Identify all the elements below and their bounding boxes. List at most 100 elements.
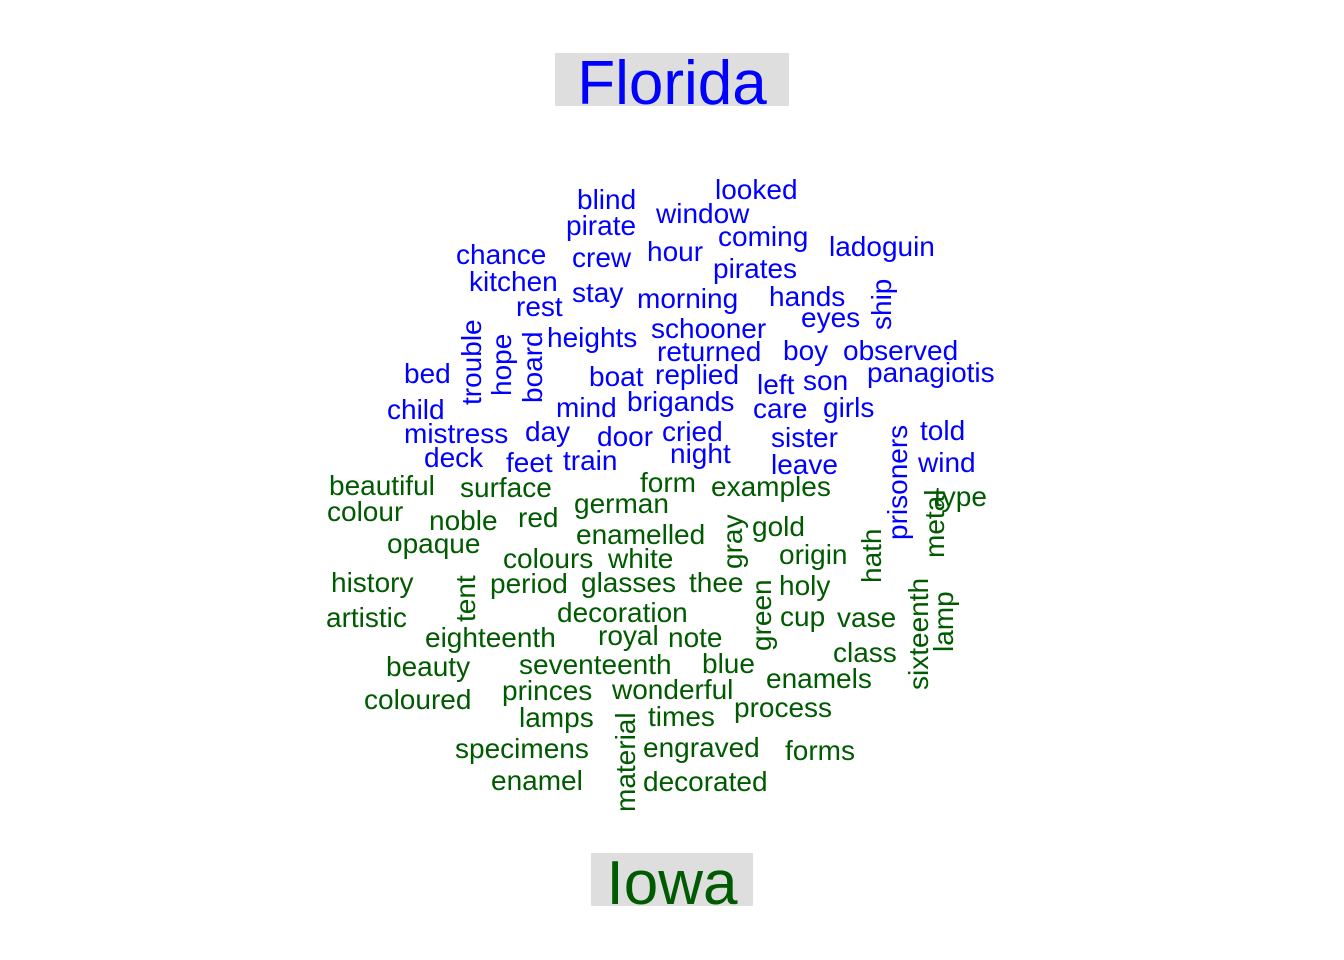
word-iowa-hath: hath <box>856 528 887 584</box>
word-iowa-colours: colours <box>503 543 594 574</box>
word-iowa-beauty: beauty <box>386 651 471 682</box>
word-iowa-holy: holy <box>779 570 831 601</box>
word-iowa-times: times <box>648 701 715 732</box>
word-iowa-period: period <box>490 568 568 599</box>
word-iowa-decorated: decorated <box>643 766 768 797</box>
word-iowa-vase: vase <box>837 602 897 633</box>
word-iowa-specimens: specimens <box>455 733 589 764</box>
word-florida-pirates: pirates <box>713 253 798 284</box>
word-iowa-tent: tent <box>450 575 481 622</box>
word-florida-returned: returned <box>657 336 762 367</box>
word-iowa-thee: thee <box>689 567 744 598</box>
word-iowa-enamels: enamels <box>766 663 872 694</box>
word-florida-blind: blind <box>577 184 637 215</box>
word-florida-heights: heights <box>547 322 638 353</box>
word-florida-ladoguin: ladoguin <box>829 231 935 262</box>
word-iowa-blue: blue <box>702 648 755 679</box>
word-florida-board: board <box>517 331 548 403</box>
word-florida-crew: crew <box>572 242 632 273</box>
word-florida-feet: feet <box>506 447 553 478</box>
word-florida-hour: hour <box>647 236 704 267</box>
word-iowa-colour: colour <box>327 496 404 527</box>
word-florida-coming: coming <box>718 221 809 252</box>
word-florida-replied: replied <box>655 359 740 390</box>
word-iowa-artistic: artistic <box>326 602 407 633</box>
word-florida-hope: hope <box>486 333 517 396</box>
word-florida-wind: wind <box>918 447 976 478</box>
word-florida-door: door <box>597 421 654 452</box>
word-iowa-glasses: glasses <box>581 567 676 598</box>
word-florida-cried: cried <box>662 416 723 447</box>
word-florida-rest: rest <box>516 291 563 322</box>
word-iowa-form: form <box>640 467 696 498</box>
word-iowa-gold: gold <box>752 511 805 542</box>
word-iowa-process: process <box>734 692 833 723</box>
word-iowa-german: german <box>574 488 669 519</box>
word-iowa-red: red <box>518 502 559 533</box>
word-iowa-enamelled: enamelled <box>576 519 706 550</box>
word-florida-stay: stay <box>572 277 624 308</box>
word-florida-eyes: eyes <box>801 302 861 333</box>
word-florida-trouble: trouble <box>456 319 487 405</box>
word-florida-observed: observed <box>843 335 959 366</box>
word-iowa-type: type <box>934 481 987 512</box>
word-florida-looked: looked <box>715 174 798 205</box>
word-iowa-decoration: decoration <box>557 597 688 628</box>
word-iowa-noble: noble <box>429 505 498 536</box>
word-florida-child: child <box>387 394 445 425</box>
word-florida-bed: bed <box>404 358 451 389</box>
word-florida-son: son <box>803 365 849 396</box>
word-florida-train: train <box>563 445 618 476</box>
word-iowa-surface: surface <box>460 472 552 503</box>
word-iowa-lamp: lamp <box>928 591 959 652</box>
word-florida-told: told <box>920 415 966 446</box>
word-florida-boy: boy <box>783 335 829 366</box>
word-iowa-note: note <box>668 622 723 653</box>
word-iowa-enamel: enamel <box>491 765 583 796</box>
word-florida-schooner: schooner <box>651 313 767 344</box>
word-iowa-history: history <box>331 567 414 598</box>
word-iowa-material: material <box>610 712 641 812</box>
word-florida-prisoners: prisoners <box>882 424 913 540</box>
word-florida-mistress: mistress <box>404 418 509 449</box>
word-florida-window: window <box>656 198 750 229</box>
word-iowa-eighteenth: eighteenth <box>425 622 556 653</box>
word-florida-day: day <box>525 416 571 447</box>
word-florida-ship: ship <box>866 278 897 330</box>
word-florida-pirate: pirate <box>566 210 637 241</box>
word-florida-panagiotis: panagiotis <box>867 357 995 388</box>
word-florida-chance: chance <box>456 239 547 270</box>
word-iowa-coloured: coloured <box>364 684 472 715</box>
word-florida-mind: mind <box>556 392 617 423</box>
word-iowa-gray: gray <box>717 514 748 569</box>
word-iowa-lamps: lamps <box>519 702 594 733</box>
word-florida-leave: leave <box>771 449 838 480</box>
word-florida-left: left <box>757 369 795 400</box>
word-florida-kitchen: kitchen <box>469 266 558 297</box>
word-iowa-wonderful: wonderful <box>612 674 734 705</box>
word-iowa-seventeenth: seventeenth <box>519 649 672 680</box>
word-iowa-metal: metal <box>919 489 950 558</box>
word-florida-care: care <box>753 393 808 424</box>
word-florida-sister: sister <box>771 422 838 453</box>
word-iowa-royal: royal <box>598 620 659 651</box>
word-iowa-origin: origin <box>779 539 848 570</box>
word-florida-morning: morning <box>637 283 739 314</box>
group-title-florida: Florida <box>555 53 789 115</box>
word-iowa-class: class <box>833 637 897 668</box>
word-iowa-cup: cup <box>780 601 826 632</box>
word-iowa-engraved: engraved <box>643 732 760 763</box>
word-florida-girls: girls <box>823 392 875 423</box>
word-florida-boat: boat <box>589 361 644 392</box>
word-florida-deck: deck <box>424 442 484 473</box>
word-iowa-green: green <box>746 579 777 651</box>
word-iowa-princes: princes <box>502 675 593 706</box>
word-iowa-white: white <box>608 543 674 574</box>
group-title-iowa: Iowa <box>591 853 753 915</box>
word-iowa-beautiful: beautiful <box>329 470 435 501</box>
word-florida-brigands: brigands <box>627 386 735 417</box>
word-florida-hands: hands <box>769 281 846 312</box>
word-florida-night: night <box>670 438 731 469</box>
word-iowa-opaque: opaque <box>387 528 481 559</box>
